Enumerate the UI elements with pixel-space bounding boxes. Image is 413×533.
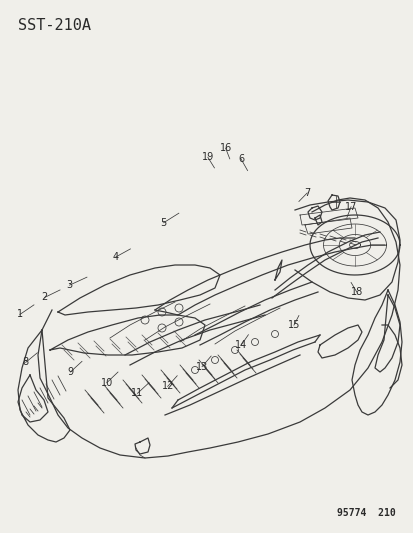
Text: 2: 2 (41, 293, 48, 302)
Text: 4: 4 (113, 252, 119, 262)
Text: 3: 3 (66, 280, 72, 290)
Text: 17: 17 (344, 202, 356, 212)
Text: 12: 12 (161, 382, 173, 391)
Text: 16: 16 (219, 143, 231, 153)
Text: 9: 9 (67, 367, 73, 377)
Text: 5: 5 (160, 218, 166, 228)
Text: 10: 10 (100, 378, 113, 387)
Text: 13: 13 (195, 362, 208, 372)
Text: 19: 19 (201, 152, 214, 162)
Text: 18: 18 (350, 287, 362, 297)
Text: 7: 7 (303, 188, 310, 198)
Text: 11: 11 (131, 389, 143, 398)
Text: 14: 14 (234, 341, 247, 350)
Text: 15: 15 (287, 320, 299, 330)
Text: SST-210A: SST-210A (18, 18, 91, 33)
Text: 8: 8 (23, 358, 28, 367)
Text: 6: 6 (237, 154, 243, 164)
Text: 95774  210: 95774 210 (337, 508, 395, 518)
Text: 1: 1 (17, 310, 23, 319)
